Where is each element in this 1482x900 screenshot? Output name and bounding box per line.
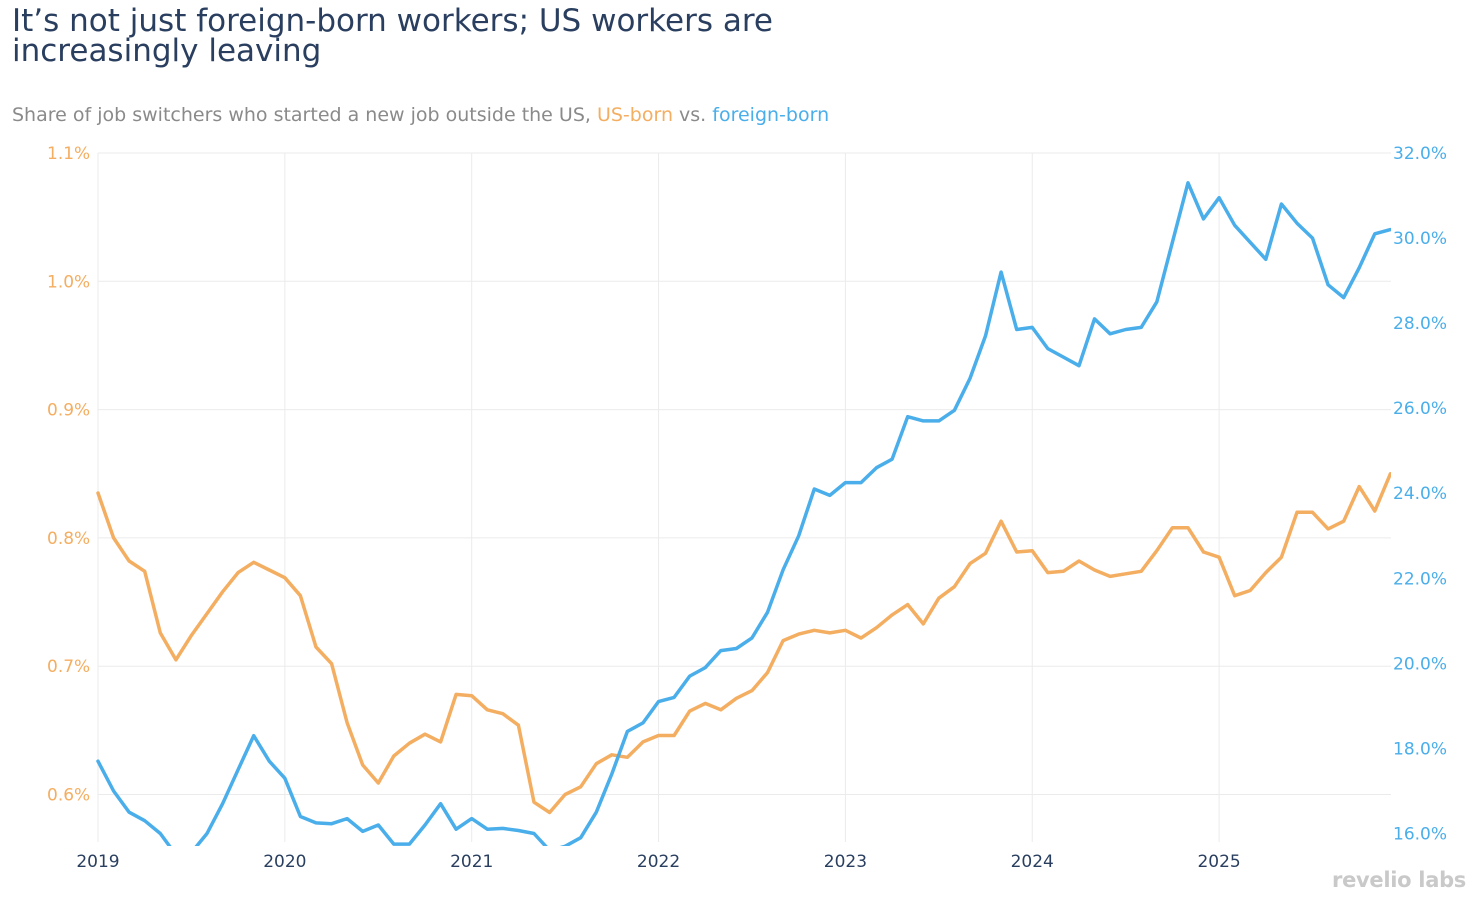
y-left-tick-label: 0.7% bbox=[47, 657, 90, 677]
revelio-labs-logo: revelio labs bbox=[1332, 868, 1466, 892]
y-right-tick-label: 30.0% bbox=[1393, 229, 1447, 249]
y-right-tick-label: 26.0% bbox=[1393, 399, 1447, 419]
y-left-tick-label: 1.0% bbox=[47, 272, 90, 292]
y-left-tick-label: 0.9% bbox=[47, 401, 90, 421]
chart-title: It’s not just foreign-born workers; US w… bbox=[12, 3, 773, 69]
y-right-tick-label: 32.0% bbox=[1393, 144, 1447, 164]
y-left-tick-label: 0.8% bbox=[47, 529, 90, 549]
y-right-tick-label: 20.0% bbox=[1393, 654, 1447, 674]
subtitle-foreign-born: foreign-born bbox=[712, 104, 830, 126]
x-tick-label: 2025 bbox=[1197, 852, 1240, 872]
y-left-tick-label: 0.6% bbox=[47, 786, 90, 806]
chart-subtitle: Share of job switchers who started a new… bbox=[12, 104, 829, 126]
x-tick-label: 2022 bbox=[637, 852, 680, 872]
x-tick-label: 2021 bbox=[450, 852, 493, 872]
y-right-tick-label: 18.0% bbox=[1393, 739, 1447, 759]
series-line-us-born bbox=[96, 472, 1391, 815]
subtitle-prefix: Share of job switchers who started a new… bbox=[12, 104, 597, 126]
subtitle-mid: vs. bbox=[673, 104, 713, 126]
y-right-tick-label: 24.0% bbox=[1393, 484, 1447, 504]
x-tick-label: 2019 bbox=[76, 852, 119, 872]
y-right-tick-label: 28.0% bbox=[1393, 314, 1447, 334]
x-tick-label: 2020 bbox=[263, 852, 306, 872]
series-line-foreign-born bbox=[96, 181, 1391, 846]
y-left-tick-label: 1.1% bbox=[47, 144, 90, 164]
subtitle-us-born: US-born bbox=[596, 104, 673, 126]
y-right-tick-label: 16.0% bbox=[1393, 824, 1447, 844]
x-tick-label: 2024 bbox=[1011, 852, 1054, 872]
x-tick-label: 2023 bbox=[824, 852, 867, 872]
y-right-tick-label: 22.0% bbox=[1393, 569, 1447, 589]
